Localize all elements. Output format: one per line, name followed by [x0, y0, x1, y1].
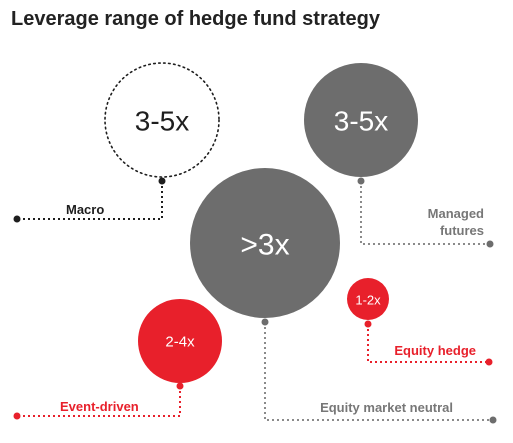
strategy-equity-hedge: 1-2x Equity hedge	[347, 278, 493, 366]
equity-market-neutral-label: Equity market neutral	[320, 400, 453, 415]
strategy-managed-futures: 3-5x Managed futures	[304, 63, 494, 248]
macro-leverage: 3-5x	[135, 106, 189, 137]
managed-futures-label-line2: futures	[440, 223, 484, 238]
equity-hedge-leverage: 1-2x	[355, 293, 381, 308]
strategy-event-driven: 2-4x Event-driven	[13, 299, 222, 420]
event-driven-leverage: 2-4x	[165, 334, 195, 351]
equity-market-neutral-end-dot	[489, 416, 497, 424]
event-driven-connector	[17, 386, 181, 417]
equity-hedge-end-dot	[485, 358, 493, 366]
event-driven-dot	[176, 382, 184, 390]
equity-market-neutral-leverage: >3x	[240, 229, 289, 262]
page-title: Leverage range of hedge fund strategy	[11, 8, 380, 30]
macro-label: Macro	[66, 202, 104, 217]
managed-futures-leverage: 3-5x	[334, 106, 388, 137]
event-driven-end-dot	[13, 412, 21, 420]
event-driven-bubble	[138, 299, 222, 383]
managed-futures-end-dot	[486, 240, 494, 248]
equity-market-neutral-connector	[264, 322, 493, 421]
equity-market-neutral-bubble	[190, 168, 340, 318]
strategy-equity-market-neutral: >3x Equity market neutral	[190, 168, 497, 424]
event-driven-label: Event-driven	[60, 399, 139, 414]
equity-hedge-dot	[364, 320, 372, 328]
macro-end-dot	[13, 215, 21, 223]
managed-futures-bubble	[304, 63, 418, 177]
macro-dot	[158, 177, 166, 185]
equity-hedge-bubble	[347, 278, 389, 320]
managed-futures-connector	[360, 181, 490, 245]
managed-futures-dot	[357, 177, 365, 185]
managed-futures-label-line1: Managed	[428, 206, 484, 221]
equity-market-neutral-dot	[261, 318, 269, 326]
equity-hedge-label: Equity hedge	[394, 343, 476, 358]
strategy-macro: 3-5x Macro	[13, 62, 220, 223]
macro-bubble	[104, 62, 220, 178]
